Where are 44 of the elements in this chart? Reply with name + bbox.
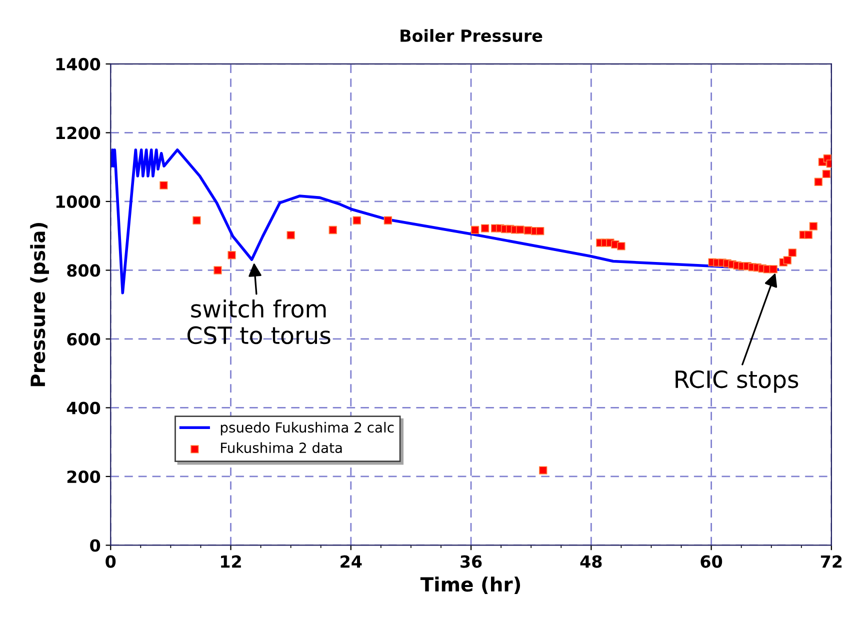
point: [769, 265, 778, 274]
point: [286, 231, 295, 240]
x-tick-label: 72: [820, 555, 842, 568]
y-tick-label: 1400: [56, 58, 100, 71]
point: [814, 178, 823, 186]
legend-label: psuedo Fukushima 2 calc: [220, 422, 394, 436]
point: [804, 230, 812, 239]
point: [192, 216, 201, 224]
point: [214, 266, 222, 274]
y-tick-label: 0: [90, 539, 100, 552]
point: [228, 251, 236, 260]
point: [788, 248, 796, 257]
y-tick-label: 200: [67, 470, 100, 484]
chart-title: Boiler Pressure: [400, 29, 542, 42]
point: [539, 466, 548, 474]
point: [328, 226, 337, 234]
annotation: switch from CST to torus: [187, 299, 330, 344]
y-tick-label: 1200: [56, 126, 100, 140]
point: [822, 170, 831, 178]
y-tick-label: 800: [67, 264, 100, 277]
point: [352, 216, 361, 224]
y-tick-label: 400: [66, 402, 100, 414]
point: [480, 224, 490, 232]
point: [617, 242, 626, 250]
point: [384, 216, 392, 224]
y-axis-title: Pressure (psia): [30, 222, 49, 386]
x-tick-label: 0: [106, 555, 116, 568]
x-tick-label: 24: [340, 555, 362, 568]
point: [160, 181, 168, 190]
x-tick-label: 60: [700, 555, 722, 568]
x-tick-label: 48: [580, 555, 602, 568]
y-tick-label: 600: [67, 332, 100, 346]
point: [783, 256, 792, 264]
point: [470, 226, 480, 234]
point: [809, 222, 818, 230]
legend-label: Fukushima 2 data: [221, 442, 342, 454]
y-tick-label: 1000: [56, 195, 100, 208]
point: [516, 226, 524, 234]
x-axis-title: Time (hr): [420, 576, 520, 594]
annotation: RCIC stops: [676, 370, 798, 393]
x-tick-label: 36: [460, 555, 482, 568]
x-tick-label: 12: [221, 555, 241, 568]
line-series: [110, 148, 779, 294]
point: [536, 226, 544, 236]
